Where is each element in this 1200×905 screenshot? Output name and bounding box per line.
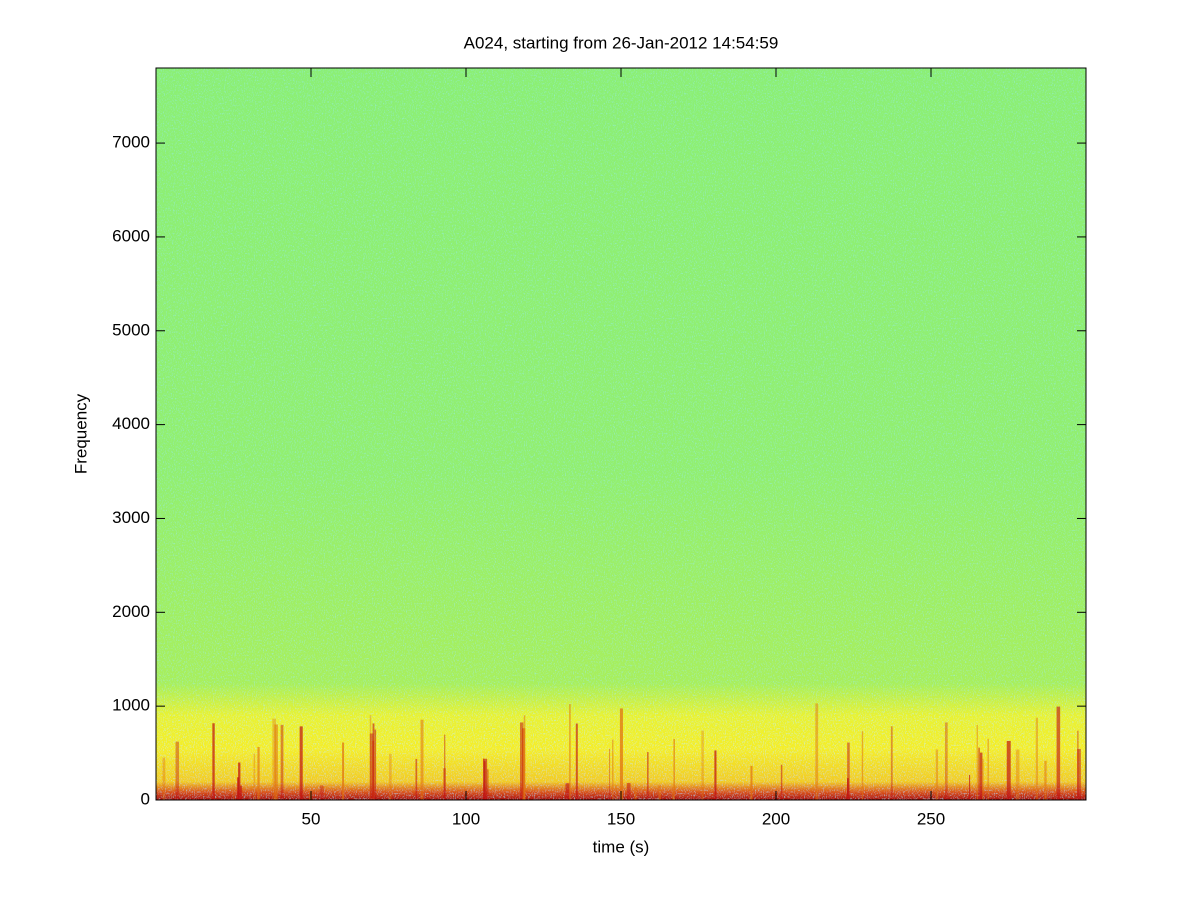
streak: [212, 723, 215, 800]
streak: [239, 785, 243, 800]
streak: [523, 715, 526, 800]
streak: [978, 747, 980, 800]
y-tick-label: 2000: [112, 602, 150, 621]
streak: [1077, 730, 1079, 800]
streak: [280, 724, 284, 800]
streak: [569, 703, 571, 800]
streak: [236, 777, 240, 800]
streak: [890, 726, 893, 800]
spectrogram-image: [156, 68, 1086, 800]
streak: [420, 719, 424, 800]
x-axis-label: time (s): [593, 837, 650, 856]
streak: [969, 774, 971, 800]
x-tick-label: 150: [607, 809, 635, 828]
streak: [175, 741, 180, 800]
streak: [944, 722, 948, 800]
y-axis-label: Frequency: [71, 393, 90, 474]
streak: [389, 753, 392, 800]
x-tick-label: 200: [762, 809, 790, 828]
streak: [1006, 740, 1011, 800]
spectrogram-noise: [156, 68, 1086, 800]
streak: [486, 769, 489, 800]
streak: [274, 724, 278, 800]
streak: [162, 757, 166, 800]
streak: [612, 739, 614, 800]
x-tick-label: 250: [917, 809, 945, 828]
streak: [253, 753, 256, 800]
streak: [979, 752, 983, 800]
streak: [372, 723, 375, 800]
streak: [443, 768, 446, 800]
y-tick-label: 0: [141, 789, 150, 808]
y-tick-label: 4000: [112, 414, 150, 433]
streak: [522, 728, 526, 800]
streak: [520, 722, 524, 800]
streak: [1035, 717, 1039, 800]
streak: [647, 752, 649, 800]
streak: [415, 758, 418, 800]
streak: [673, 738, 675, 800]
streak: [750, 765, 753, 800]
streak: [238, 762, 241, 800]
streak: [634, 786, 637, 800]
streak: [976, 725, 978, 800]
streak: [575, 723, 578, 800]
streak: [1015, 749, 1020, 800]
streak: [257, 746, 260, 800]
streak: [309, 789, 312, 800]
streak: [1077, 748, 1081, 800]
y-tick-label: 3000: [112, 508, 150, 527]
streak: [369, 733, 374, 800]
streak: [701, 730, 704, 800]
x-tick-label: 50: [302, 809, 321, 828]
streak: [233, 783, 235, 800]
streak: [319, 785, 324, 800]
streak: [658, 785, 661, 800]
streak: [609, 748, 611, 800]
axes: 50 100 150 200 250 0 1000 2000 3000 4000 5000 6000 7…: [112, 67, 1087, 828]
streak: [565, 783, 570, 800]
y-tick-label: 6000: [112, 226, 150, 245]
streak: [671, 787, 674, 800]
streak: [619, 708, 623, 800]
streak: [615, 785, 618, 800]
streak: [626, 782, 631, 800]
streak: [374, 729, 377, 800]
streak: [299, 726, 303, 800]
y-tick-label: 7000: [112, 133, 150, 152]
y-tick-label: 1000: [112, 696, 150, 715]
streak: [1044, 760, 1047, 800]
y-tick-label: 5000: [112, 320, 150, 339]
streak: [780, 764, 783, 800]
streak: [815, 703, 819, 800]
streak: [982, 758, 984, 800]
chart-title: A024, starting from 26-Jan-2012 14:54:59: [464, 33, 779, 52]
streak: [847, 742, 850, 800]
streak: [483, 758, 488, 800]
streak: [714, 750, 717, 800]
streak: [987, 738, 989, 800]
streak: [1056, 706, 1061, 800]
streak: [444, 734, 446, 800]
streak: [861, 731, 864, 800]
streak: [272, 718, 277, 800]
streak: [935, 749, 939, 800]
x-tick-label: 100: [452, 809, 480, 828]
streak: [342, 742, 345, 800]
